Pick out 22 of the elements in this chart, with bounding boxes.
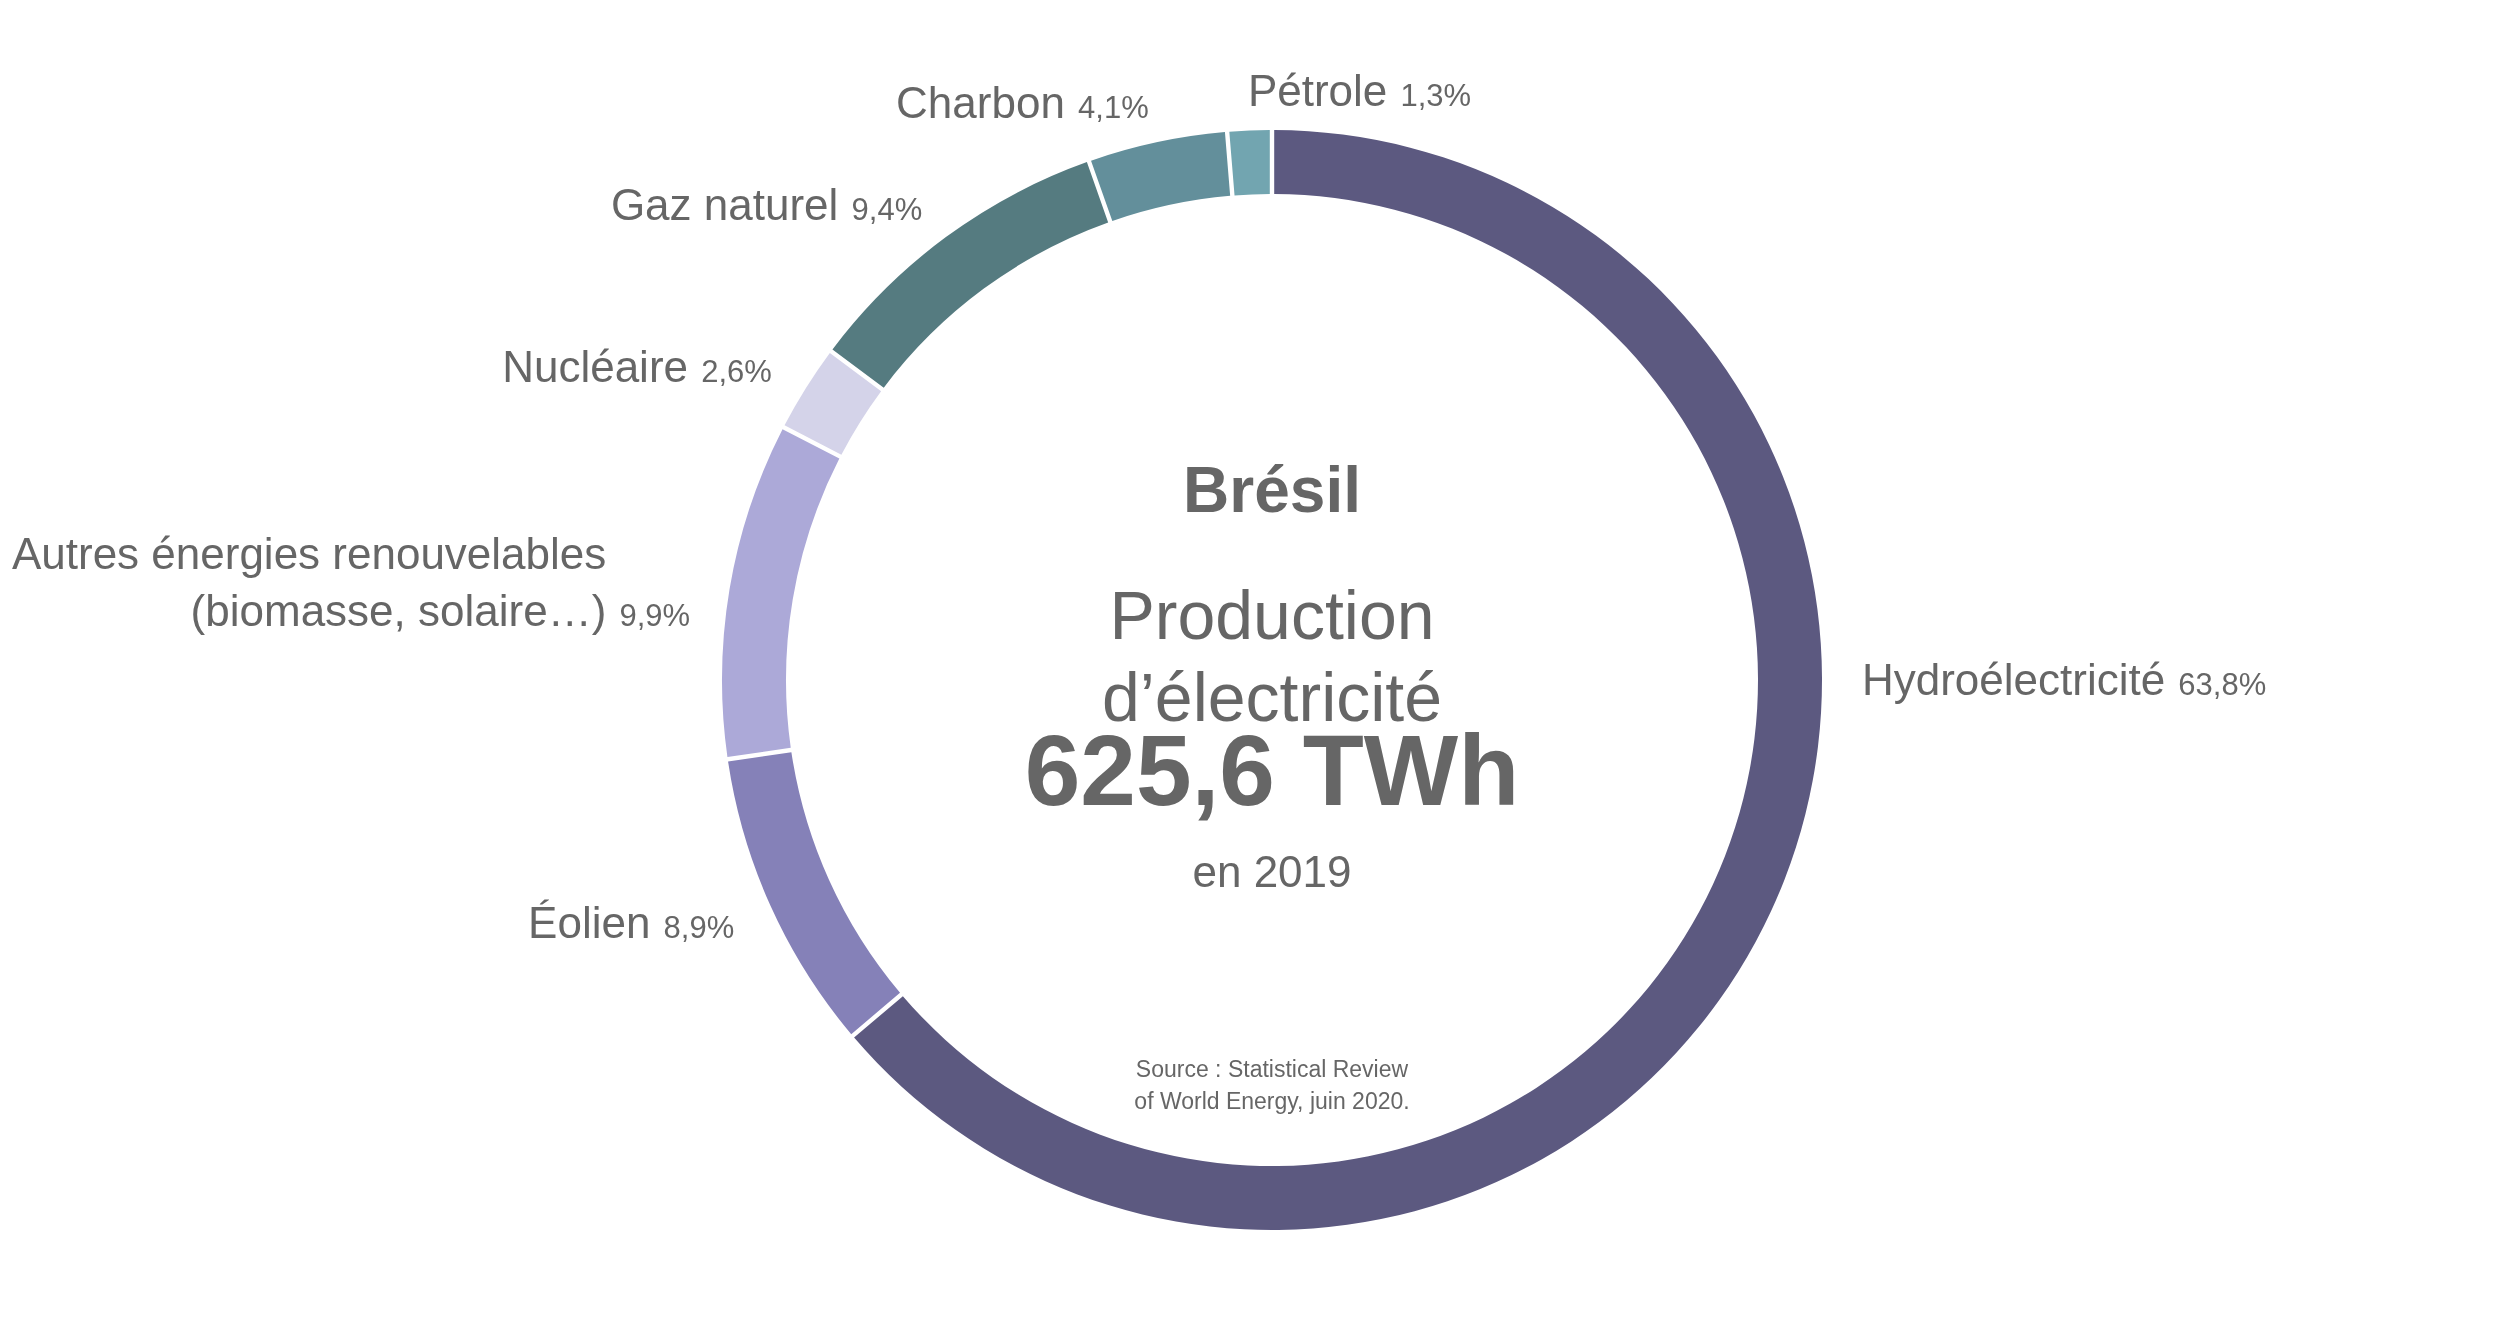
slice-label: Pétrole — [1247, 65, 1388, 115]
slice-label: Charbon — [896, 78, 1065, 128]
data-label: 2,6% — [701, 354, 772, 390]
slice-label: Hydroélectricité — [1861, 655, 2166, 705]
slice-label: Gaz naturel — [610, 180, 839, 230]
donut-slice — [1091, 132, 1231, 221]
data-label: 9,4% — [851, 192, 923, 228]
data-label: 9,9% — [619, 598, 691, 634]
source-note: Source : Statistical Review of World Energy, juin 2020. — [1134, 1056, 1410, 1114]
data-label: 8,9% — [663, 910, 735, 946]
text: en 2019 — [1192, 847, 1352, 896]
donut-slice — [854, 130, 1822, 1230]
slice-label: Nucléaire — [502, 342, 689, 392]
slice-label: Autres énergies renouvelables (biomasse, solaire…) — [11, 529, 607, 636]
data-label: 1,3% — [1400, 77, 1472, 113]
data-label: 4,1% — [1078, 90, 1149, 126]
donut-slice — [784, 352, 882, 455]
donut-slice — [1229, 130, 1270, 196]
text: Brésil — [1183, 454, 1361, 526]
donut-slice — [722, 429, 840, 758]
data-label: 63,8% — [2178, 667, 2267, 703]
slice-label: Éolien — [528, 898, 651, 948]
